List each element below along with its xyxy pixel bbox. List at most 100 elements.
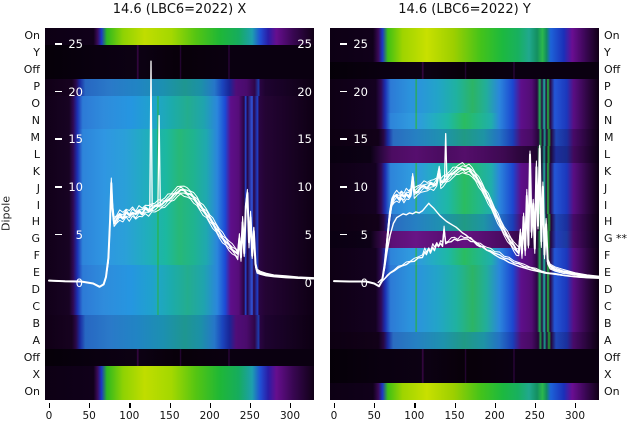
trace-X-main-bundle-4 bbox=[48, 177, 314, 288]
heatmap-row-c-16 bbox=[330, 298, 599, 317]
heatmap-row-y-1 bbox=[45, 44, 314, 63]
dipole-label-right-18: A bbox=[604, 333, 612, 347]
x-tick-label-Y-0: 0 bbox=[330, 410, 338, 422]
heatmap-row-on-21 bbox=[45, 383, 314, 400]
trace-X-spike-1-0 bbox=[149, 60, 153, 211]
dipole-label-left-4: O bbox=[31, 97, 40, 111]
x-tick-X-0 bbox=[49, 403, 51, 408]
x-tick-label-Y-300: 300 bbox=[564, 410, 586, 422]
dipole-label-right-19: Off bbox=[604, 350, 621, 364]
dipole-label-left-7: L bbox=[33, 147, 40, 161]
heatmap-row-a-18 bbox=[330, 332, 599, 350]
heatmap-row-d-15 bbox=[45, 281, 314, 300]
x-tick-Y-50 bbox=[374, 403, 376, 408]
inner-ytick-right-10: 10 bbox=[286, 181, 312, 193]
dipole-label-left-10: I bbox=[36, 198, 40, 212]
heatmap-row-y-1 bbox=[330, 44, 599, 63]
y-tick-dash bbox=[55, 138, 62, 140]
dipole-label-left-21: On bbox=[24, 384, 40, 398]
heatmap-row-a-18 bbox=[45, 332, 314, 350]
heatmap-row-f-13 bbox=[330, 247, 599, 266]
dipole-label-left-8: K bbox=[32, 164, 40, 178]
inner-ytick-left-20: 20 bbox=[340, 86, 368, 98]
y-tick-value: 15 bbox=[68, 132, 83, 147]
heatmap-row-off-2 bbox=[330, 61, 599, 80]
x-tick-Y-300 bbox=[575, 403, 577, 408]
heatmap-row-on-0 bbox=[45, 28, 314, 46]
y-tick-value: 0 bbox=[304, 275, 312, 290]
heatmap-row-c-16 bbox=[45, 298, 314, 317]
dipole-label-right-4: O bbox=[604, 97, 613, 111]
inner-ytick-left-25: 25 bbox=[340, 38, 368, 50]
heatmap-row-n-5 bbox=[330, 112, 599, 131]
dipole-label-left-14: E bbox=[33, 266, 40, 280]
heatmap-row-h-11 bbox=[45, 214, 314, 232]
x-tick-label-Y-50: 50 bbox=[367, 410, 381, 422]
trace-Y-main-bundle-1 bbox=[333, 151, 599, 287]
dipole-label-left-17: B bbox=[32, 316, 40, 330]
y-tick-dash bbox=[340, 138, 347, 140]
heatmap-row-off-19 bbox=[45, 349, 314, 367]
inner-ytick-left-10: 10 bbox=[340, 181, 368, 193]
heatmap-row-off-19 bbox=[330, 349, 599, 367]
panel-y-heatmap: 0 5 10 15 20 25 bbox=[330, 28, 599, 400]
dipole-label-left-20: X bbox=[32, 367, 40, 381]
panel-y-title: 14.6 (LBC6=2022) Y bbox=[398, 2, 531, 17]
line-overlay-X bbox=[48, 60, 314, 288]
dipole-label-right-3: P bbox=[604, 80, 611, 94]
y-tick-value: 20 bbox=[297, 84, 312, 99]
dipole-label-right-15: D bbox=[604, 283, 613, 297]
heatmap-row-b-17 bbox=[45, 315, 314, 334]
y-tick-value: 15 bbox=[297, 132, 312, 147]
dipole-label-left-9: J bbox=[36, 181, 40, 195]
heatmap-row-m-6 bbox=[330, 129, 599, 148]
x-tick-Y-100 bbox=[414, 403, 416, 408]
dipole-label-right-10: I bbox=[604, 198, 608, 212]
x-tick-Y-0 bbox=[334, 403, 336, 408]
inner-ytick-left-5: 5 bbox=[55, 229, 83, 241]
x-tick-label-X-300: 300 bbox=[279, 410, 301, 422]
heatmap-row-l-7 bbox=[330, 146, 599, 164]
dipole-label-left-13: F bbox=[33, 249, 40, 263]
heatmap-row-o-4 bbox=[45, 95, 314, 114]
x-tick-X-50 bbox=[89, 403, 91, 408]
dipole-label-right-1: Y bbox=[604, 46, 611, 60]
dipole-label-right-8: K bbox=[604, 164, 612, 178]
x-tick-label-X-100: 100 bbox=[119, 410, 140, 422]
y-tick-value: 0 bbox=[360, 275, 368, 290]
y-tick-value: 10 bbox=[353, 180, 368, 195]
heatmap-row-m-6 bbox=[45, 129, 314, 148]
heatmap-row-b-17 bbox=[330, 315, 599, 334]
inner-ytick-left-20: 20 bbox=[55, 86, 83, 98]
inner-ytick-left-0: 0 bbox=[340, 277, 368, 289]
x-tick-Y-250 bbox=[534, 403, 537, 408]
x-tick-X-100 bbox=[129, 403, 131, 408]
x-tick-label-Y-100: 100 bbox=[404, 410, 425, 422]
y-tick-dash bbox=[55, 90, 62, 93]
dipole-label-right-0: On bbox=[604, 29, 620, 43]
dipole-label-left-15: D bbox=[31, 283, 40, 297]
dipole-label-right-17: B bbox=[604, 316, 612, 330]
heatmap-row-g-12 bbox=[45, 230, 314, 249]
x-tick-label-X-50: 50 bbox=[82, 410, 96, 422]
dipole-label-right-7: L bbox=[604, 147, 611, 161]
heatmap-row-l-7 bbox=[45, 146, 314, 164]
inner-ytick-right-25: 25 bbox=[286, 38, 312, 50]
inner-ytick-right-15: 15 bbox=[286, 133, 312, 145]
trace-Y-low-bundle-1 bbox=[380, 225, 599, 283]
dipole-label-right-21: On bbox=[604, 384, 620, 398]
y-tick-dash bbox=[55, 186, 62, 188]
trace-X-main-bundle-2 bbox=[48, 182, 314, 288]
y-tick-dash bbox=[55, 43, 62, 45]
y-tick-dash bbox=[55, 233, 62, 236]
y-tick-dash bbox=[340, 186, 347, 188]
y-tick-dash bbox=[340, 43, 347, 45]
x-tick-X-300 bbox=[290, 403, 292, 408]
dipole-label-right-11: H bbox=[604, 215, 613, 229]
x-tick-X-250 bbox=[249, 403, 252, 408]
dipole-label-left-12: G bbox=[31, 232, 40, 246]
dipole-label-right-6: M bbox=[604, 130, 614, 144]
dipole-label-right-2: Off bbox=[604, 63, 621, 77]
y-tick-value: 5 bbox=[75, 227, 83, 242]
